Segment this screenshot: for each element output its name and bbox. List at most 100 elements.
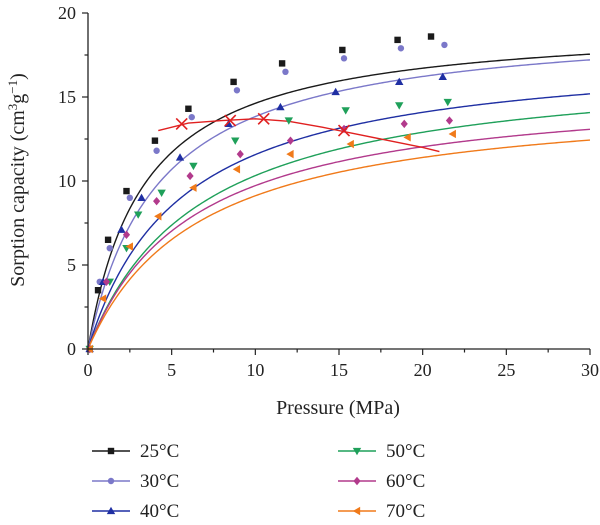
x-tick-label: 30 (581, 360, 599, 380)
data-point (230, 78, 237, 86)
data-point (126, 194, 134, 201)
data-point (284, 117, 293, 125)
y-tick-label: 10 (58, 171, 76, 191)
y-tick-label: 15 (58, 87, 76, 107)
data-point (286, 149, 294, 159)
legend-label: 70°C (386, 501, 425, 522)
fit-curve-3 (87, 93, 591, 350)
x-axis-title: Pressure (MPa) (276, 397, 400, 419)
legend: 25°C 30°C 40°C 50°C 60°C 70°C (92, 441, 425, 522)
data-point (276, 102, 285, 111)
fit-curve-2 (87, 59, 591, 350)
data-markers (85, 33, 456, 354)
x-tick-label: 15 (330, 360, 348, 380)
data-point (231, 137, 240, 145)
data-point (122, 230, 131, 239)
y-tick-label: 5 (67, 255, 76, 275)
legend-item: 60°C (338, 471, 425, 492)
x-tick-label: 10 (246, 360, 264, 380)
legend-label: 60°C (386, 471, 425, 492)
data-point (186, 171, 194, 181)
data-point (94, 287, 102, 294)
data-point (400, 119, 408, 129)
fit-curves (87, 53, 591, 350)
data-point (395, 77, 404, 86)
x-tick-label: 0 (84, 360, 93, 380)
data-point (134, 211, 143, 219)
legend-marker (352, 447, 362, 456)
legend-item: 50°C (338, 441, 425, 462)
fit-curve-4 (87, 111, 591, 350)
data-point (438, 72, 447, 80)
x-tick-label: 25 (497, 360, 515, 380)
legend-marker (353, 476, 361, 486)
data-point (102, 277, 110, 286)
legend-item: 40°C (92, 501, 179, 522)
data-point (445, 116, 454, 125)
legend-marker (106, 506, 116, 515)
data-point (232, 165, 241, 174)
data-point (189, 183, 197, 192)
fit-curve-6 (87, 139, 591, 350)
x-marker-point (175, 117, 188, 130)
data-point (394, 36, 401, 44)
legend-label: 30°C (140, 471, 179, 492)
data-point (117, 225, 126, 233)
data-point (443, 98, 452, 107)
data-point (341, 107, 350, 115)
x-marker-point (257, 112, 270, 125)
legend-label: 25°C (140, 441, 179, 462)
data-point (286, 136, 295, 145)
data-point (427, 33, 435, 40)
x-tick-label: 5 (167, 360, 176, 380)
data-point (339, 46, 346, 54)
data-point (397, 45, 405, 52)
fit-curve-5 (87, 128, 591, 350)
data-point (137, 193, 146, 201)
data-point (175, 153, 185, 161)
data-point (98, 294, 107, 303)
legend-marker (352, 506, 361, 516)
x-tick-label: 20 (414, 360, 432, 380)
fit-curve-1 (87, 53, 591, 350)
data-point (403, 133, 411, 142)
data-point (153, 196, 161, 206)
data-point (188, 113, 195, 121)
data-point (278, 60, 286, 67)
data-point (448, 129, 456, 139)
data-point (346, 139, 354, 149)
data-point (104, 236, 112, 243)
legend-marker (107, 477, 115, 485)
data-point (151, 137, 159, 144)
data-point (282, 68, 289, 76)
y-tick-label: 0 (67, 339, 76, 359)
data-point (340, 55, 348, 62)
tick-labels: 0 5 10 15 20 25 30 0 5 10 15 20 (58, 3, 599, 380)
data-point (153, 147, 160, 154)
red-trend-curve (158, 118, 440, 153)
data-point (125, 242, 133, 251)
axes (82, 12, 591, 355)
legend-item: 70°C (338, 501, 425, 522)
legend-label: 50°C (386, 441, 425, 462)
y-axis-title: Sorption capacity (cm3g−1) (5, 73, 30, 287)
x-marker-point (337, 124, 351, 137)
data-point (185, 105, 192, 112)
data-point (123, 187, 130, 195)
legend-marker (107, 447, 115, 455)
data-point (189, 162, 198, 171)
x-marker-point (224, 114, 237, 127)
legend-label: 40°C (140, 501, 179, 522)
legend-item: 30°C (92, 471, 179, 492)
data-point (395, 102, 404, 110)
legend-item: 25°C (92, 441, 179, 462)
data-point (233, 87, 241, 94)
data-point (331, 87, 340, 96)
data-point (441, 41, 448, 49)
data-point (106, 245, 113, 252)
data-point (340, 124, 348, 134)
data-point (157, 189, 166, 197)
y-tick-label: 20 (58, 3, 76, 23)
data-point (236, 149, 244, 159)
